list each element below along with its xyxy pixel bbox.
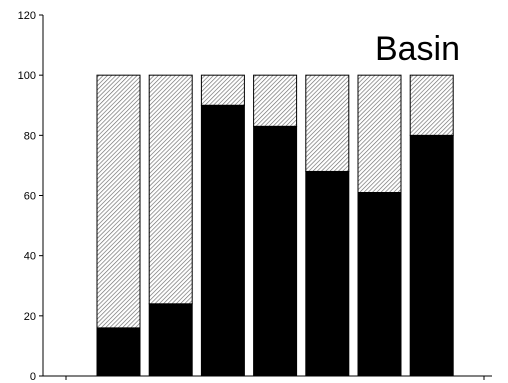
bar-segment-hatched [409, 74, 454, 136]
bar-segment-solid [409, 134, 454, 377]
chart-title: Basin [375, 30, 460, 68]
y-tick-label: 100 [18, 70, 36, 82]
bar-segment-hatched [200, 74, 245, 106]
y-tick-label: 20 [24, 311, 36, 323]
y-axis-ticks: 0 20 40 60 80 100 120 [18, 10, 485, 383]
bar-segment-solid [200, 104, 245, 377]
bar-segment-solid [305, 170, 350, 377]
bar-segment-hatched [148, 74, 193, 305]
bar-segment-hatched [96, 74, 141, 329]
bar-segment-solid [96, 327, 141, 377]
bar-segment-solid [148, 303, 193, 377]
bar-segment-hatched [253, 74, 298, 127]
bar-segment-hatched [305, 74, 350, 172]
y-tick-label: 80 [24, 130, 36, 142]
bar-segment-hatched [357, 74, 402, 193]
y-tick-label: 0 [30, 371, 36, 383]
y-tick-label: 120 [18, 10, 36, 22]
bars [96, 74, 454, 377]
bar-segment-solid [357, 191, 402, 377]
y-tick-label: 40 [24, 251, 36, 263]
y-tick-label: 60 [24, 191, 36, 203]
bar-segment-solid [253, 125, 298, 377]
